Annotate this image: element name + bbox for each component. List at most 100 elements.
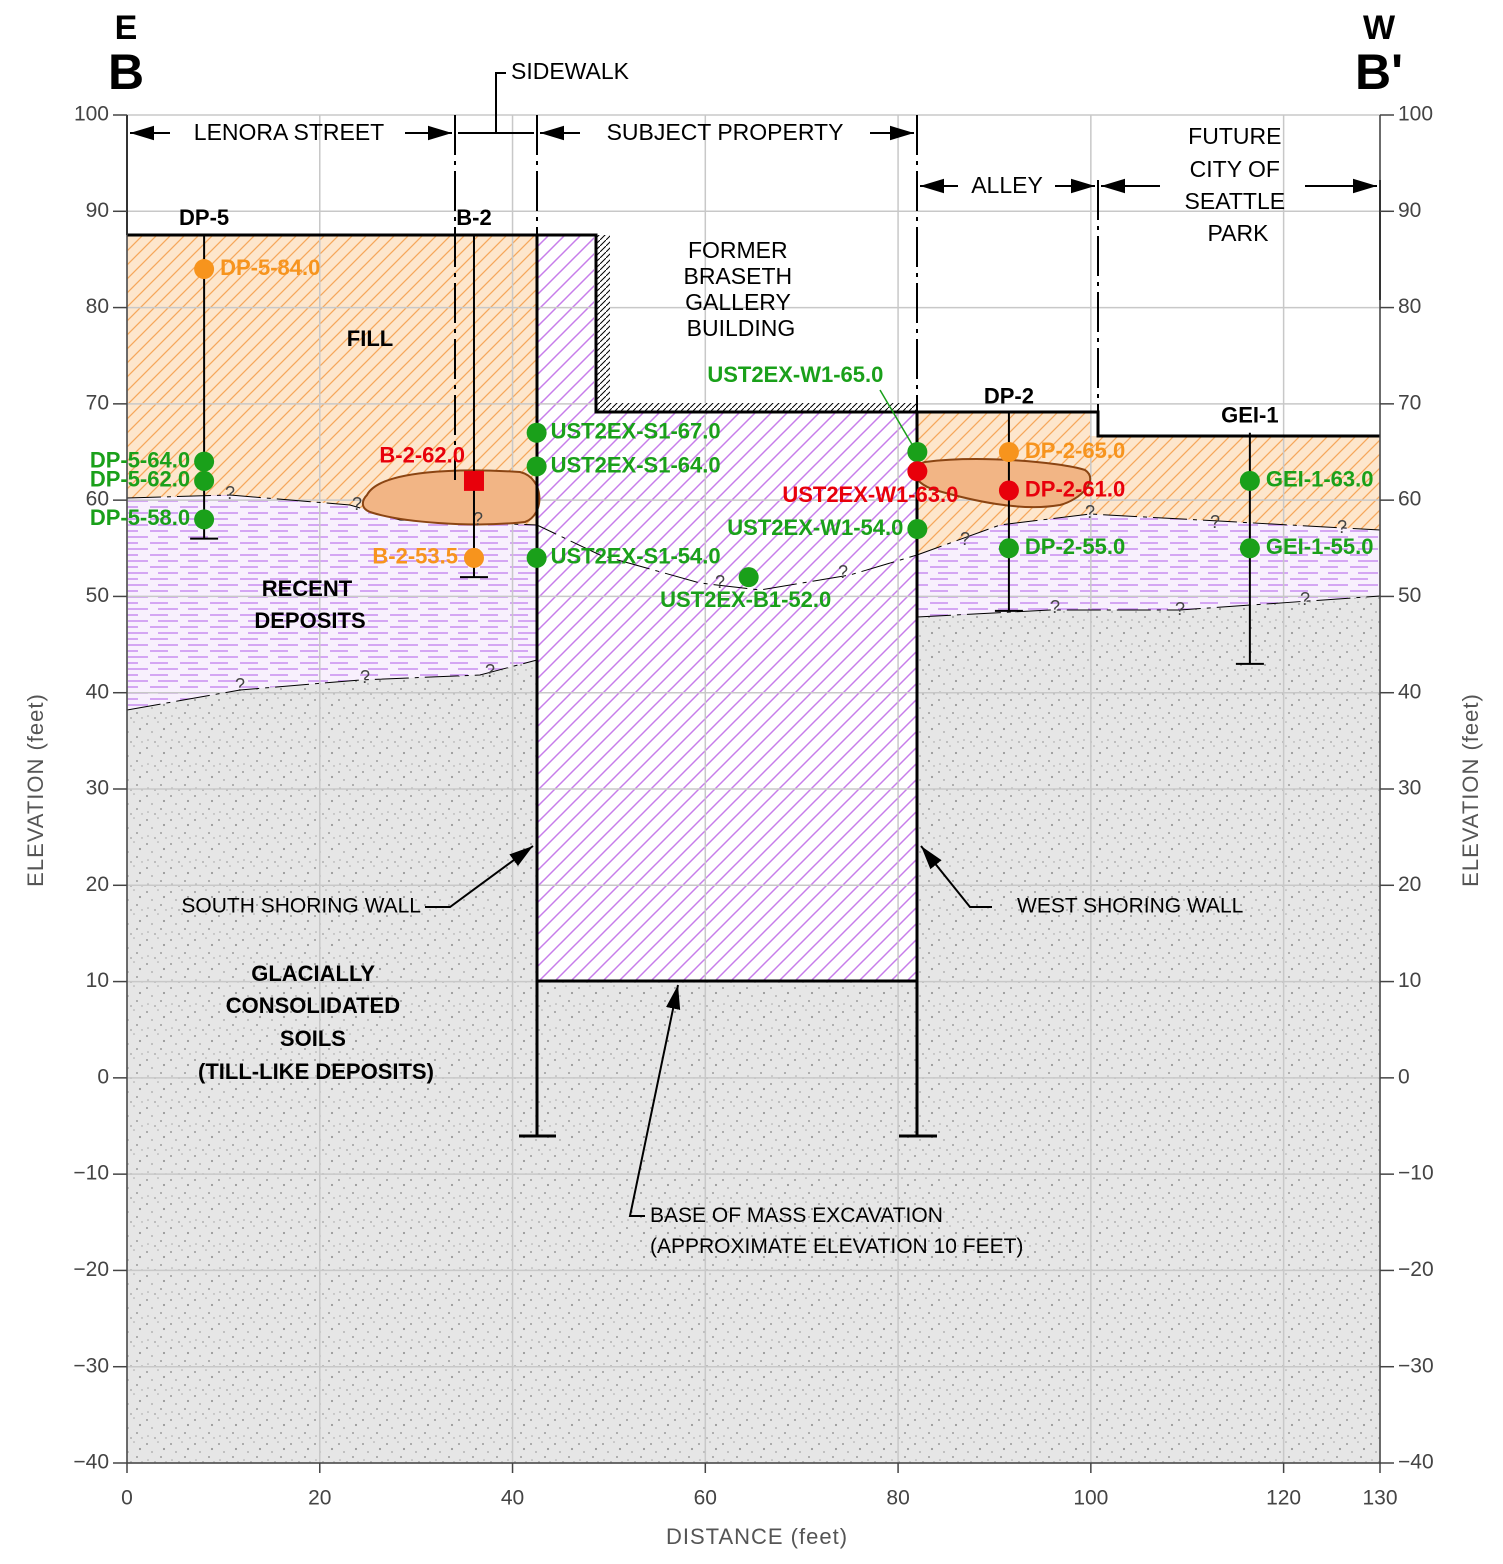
y-tick-label: 10 xyxy=(86,969,109,992)
y-tick-label: 80 xyxy=(1398,295,1421,318)
y-tick-label: 80 xyxy=(86,295,109,318)
sample-marker xyxy=(527,456,547,476)
x-tick-label: 100 xyxy=(1073,1487,1108,1510)
unit-line: SOILS xyxy=(280,1026,346,1051)
building-line: GALLERY xyxy=(685,289,790,315)
sample-label: UST2EX-S1-64.0 xyxy=(551,452,721,477)
y-tick-label: 10 xyxy=(1398,969,1421,992)
sample-label: UST2EX-W1-63.0 xyxy=(782,482,958,507)
sample-label: UST2EX-S1-54.0 xyxy=(551,544,721,569)
geology xyxy=(127,235,1380,1463)
sample-label: GEI-1-63.0 xyxy=(1266,467,1374,492)
unit-line: DEPOSITS xyxy=(254,608,365,633)
sample-label: DP-2-61.0 xyxy=(1025,476,1125,501)
zone-line: CITY OF xyxy=(1190,156,1280,182)
sample-marker xyxy=(739,567,759,587)
contact-query: ? xyxy=(960,529,970,549)
sample-marker xyxy=(907,442,927,462)
unit-line: GLACIALLY xyxy=(251,961,375,986)
y-tick-label: −40 xyxy=(1398,1451,1434,1474)
y-tick-label: 20 xyxy=(1398,873,1421,896)
sample-marker xyxy=(527,423,547,443)
sample-label: DP-2-55.0 xyxy=(1025,534,1125,559)
sample-label: UST2EX-B1-52.0 xyxy=(660,587,831,612)
sample-marker xyxy=(999,481,1019,501)
sample-marker xyxy=(194,509,214,529)
contact-query: ? xyxy=(485,661,495,681)
x-tick-label: 120 xyxy=(1266,1487,1301,1510)
contact-query: ? xyxy=(352,494,362,514)
zone-line: SEATTLE xyxy=(1185,188,1286,214)
callout-line: (APPROXIMATE ELEVATION 10 FEET) xyxy=(650,1235,1023,1258)
cross-section-chart: E B W B' LENORA STREET SIDEWALK SUBJECT … xyxy=(0,0,1503,1564)
y-tick-label: 50 xyxy=(1398,584,1421,607)
sample-marker xyxy=(1240,538,1260,558)
contact-query: ? xyxy=(1085,502,1095,522)
y-tick-label: 100 xyxy=(74,103,109,126)
y-tick-label: 90 xyxy=(86,199,109,222)
direction-label: E xyxy=(115,9,138,47)
contact-query: ? xyxy=(1175,599,1185,619)
sample-marker xyxy=(464,471,484,491)
direction-label: W xyxy=(1363,9,1396,47)
building-line: FORMER xyxy=(688,237,788,263)
sample-marker xyxy=(527,548,547,568)
y-tick-label: 40 xyxy=(1398,680,1421,703)
sample-label: DP-5-62.0 xyxy=(90,467,190,492)
y-axis-title: ELEVATION (feet) xyxy=(1458,693,1483,887)
sample-marker xyxy=(907,461,927,481)
y-tick-label: 100 xyxy=(1398,103,1433,126)
y-tick-label: 30 xyxy=(1398,777,1421,800)
y-tick-label: 70 xyxy=(1398,391,1421,414)
y-tick-label: −10 xyxy=(1398,1162,1434,1185)
sample-label: DP-5-84.0 xyxy=(220,255,320,280)
y-tick-label: 0 xyxy=(1398,1065,1410,1088)
zone-label: SUBJECT PROPERTY xyxy=(607,119,844,145)
x-tick-label: 0 xyxy=(121,1487,133,1510)
contact-query: ? xyxy=(360,667,370,687)
building-hatch xyxy=(597,235,610,404)
boring-name: B-2 xyxy=(456,205,491,230)
unit-line: RECENT xyxy=(262,576,353,601)
zone-label: SIDEWALK xyxy=(511,58,630,84)
unit-line: (TILL-LIKE DEPOSITS) xyxy=(198,1059,434,1084)
section-label: B xyxy=(108,44,144,100)
zone-label: LENORA STREET xyxy=(194,119,384,145)
sample-marker xyxy=(464,548,484,568)
sample-marker xyxy=(999,442,1019,462)
contact-query: ? xyxy=(838,562,848,582)
y-tick-label: −40 xyxy=(73,1451,109,1474)
contact-query: ? xyxy=(235,675,245,695)
zone-label: ALLEY xyxy=(971,172,1043,198)
zone-line: PARK xyxy=(1208,220,1270,246)
x-tick-label: 20 xyxy=(308,1487,331,1510)
building-line: BRASETH xyxy=(683,263,792,289)
sample-marker xyxy=(194,471,214,491)
y-tick-label: 70 xyxy=(86,391,109,414)
sample-label: GEI-1-55.0 xyxy=(1266,534,1374,559)
sample-label: UST2EX-S1-67.0 xyxy=(551,419,721,444)
y-tick-label: −30 xyxy=(1398,1354,1434,1377)
boring-name: DP-2 xyxy=(984,383,1034,408)
x-axis-title: DISTANCE (feet) xyxy=(666,1524,848,1549)
sample-marker xyxy=(999,538,1019,558)
callout-line: BASE OF MASS EXCAVATION xyxy=(650,1204,943,1227)
zone-label: FUTURE CITY OF SEATTLE PARK xyxy=(1185,123,1292,246)
sample-label: UST2EX-W1-54.0 xyxy=(727,515,903,540)
sample-marker xyxy=(194,452,214,472)
unit-line: CONSOLIDATED xyxy=(226,993,400,1018)
y-tick-label: −10 xyxy=(73,1162,109,1185)
callout: WEST SHORING WALL xyxy=(1017,895,1243,918)
sample-marker xyxy=(907,519,927,539)
zone-line: FUTURE xyxy=(1188,123,1281,149)
x-tick-label: 40 xyxy=(501,1487,524,1510)
x-tick-label: 60 xyxy=(694,1487,717,1510)
y-tick-label: 50 xyxy=(86,584,109,607)
y-tick-label: −20 xyxy=(1398,1258,1434,1281)
y-tick-label: 60 xyxy=(1398,488,1421,511)
sample-label: DP-2-65.0 xyxy=(1025,438,1125,463)
boring-name: GEI-1 xyxy=(1221,403,1278,428)
contact-query: ? xyxy=(225,483,235,503)
contact-query: ? xyxy=(1300,589,1310,609)
y-tick-label: −30 xyxy=(73,1354,109,1377)
